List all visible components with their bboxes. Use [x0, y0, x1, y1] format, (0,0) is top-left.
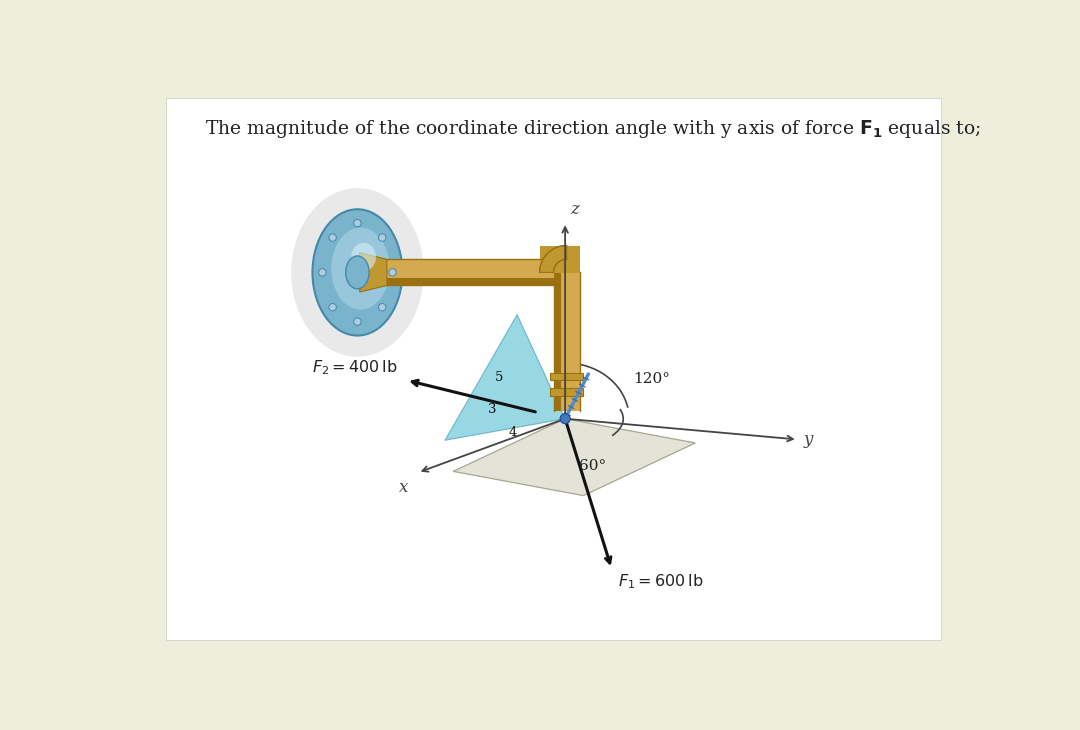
Ellipse shape [292, 188, 423, 357]
Bar [387, 278, 554, 285]
Circle shape [329, 234, 336, 242]
Text: 5: 5 [495, 371, 503, 384]
Text: $F_1 = 600\,\mathrm{lb}$: $F_1 = 600\,\mathrm{lb}$ [618, 573, 703, 591]
Bar [387, 259, 554, 278]
Ellipse shape [312, 210, 403, 336]
Ellipse shape [346, 256, 369, 289]
Bar [540, 246, 580, 273]
Circle shape [329, 304, 336, 311]
Circle shape [389, 269, 396, 276]
Bar [551, 388, 583, 396]
Wedge shape [540, 245, 567, 272]
Text: 120°: 120° [633, 372, 671, 385]
Text: 4: 4 [509, 426, 516, 439]
Bar [551, 372, 583, 380]
Circle shape [354, 220, 361, 227]
Polygon shape [454, 419, 696, 496]
FancyBboxPatch shape [166, 98, 941, 640]
Text: x: x [400, 479, 408, 496]
Ellipse shape [332, 228, 390, 310]
Ellipse shape [351, 243, 376, 272]
Circle shape [354, 318, 361, 326]
Circle shape [378, 304, 386, 311]
Text: $F_2 = 400\,\mathrm{lb}$: $F_2 = 400\,\mathrm{lb}$ [311, 358, 397, 377]
Text: 3: 3 [488, 403, 497, 416]
Bar [554, 272, 562, 411]
Text: y: y [804, 431, 813, 448]
Polygon shape [445, 315, 565, 440]
Text: 60°: 60° [579, 458, 606, 473]
Circle shape [378, 234, 386, 242]
Circle shape [561, 414, 570, 423]
Text: z: z [570, 201, 579, 218]
Text: The magnitude of the coordinate direction angle with y axis of force $\mathbf{F_: The magnitude of the coordinate directio… [205, 118, 981, 140]
Bar [562, 272, 580, 411]
Circle shape [319, 269, 326, 276]
Polygon shape [360, 253, 387, 292]
